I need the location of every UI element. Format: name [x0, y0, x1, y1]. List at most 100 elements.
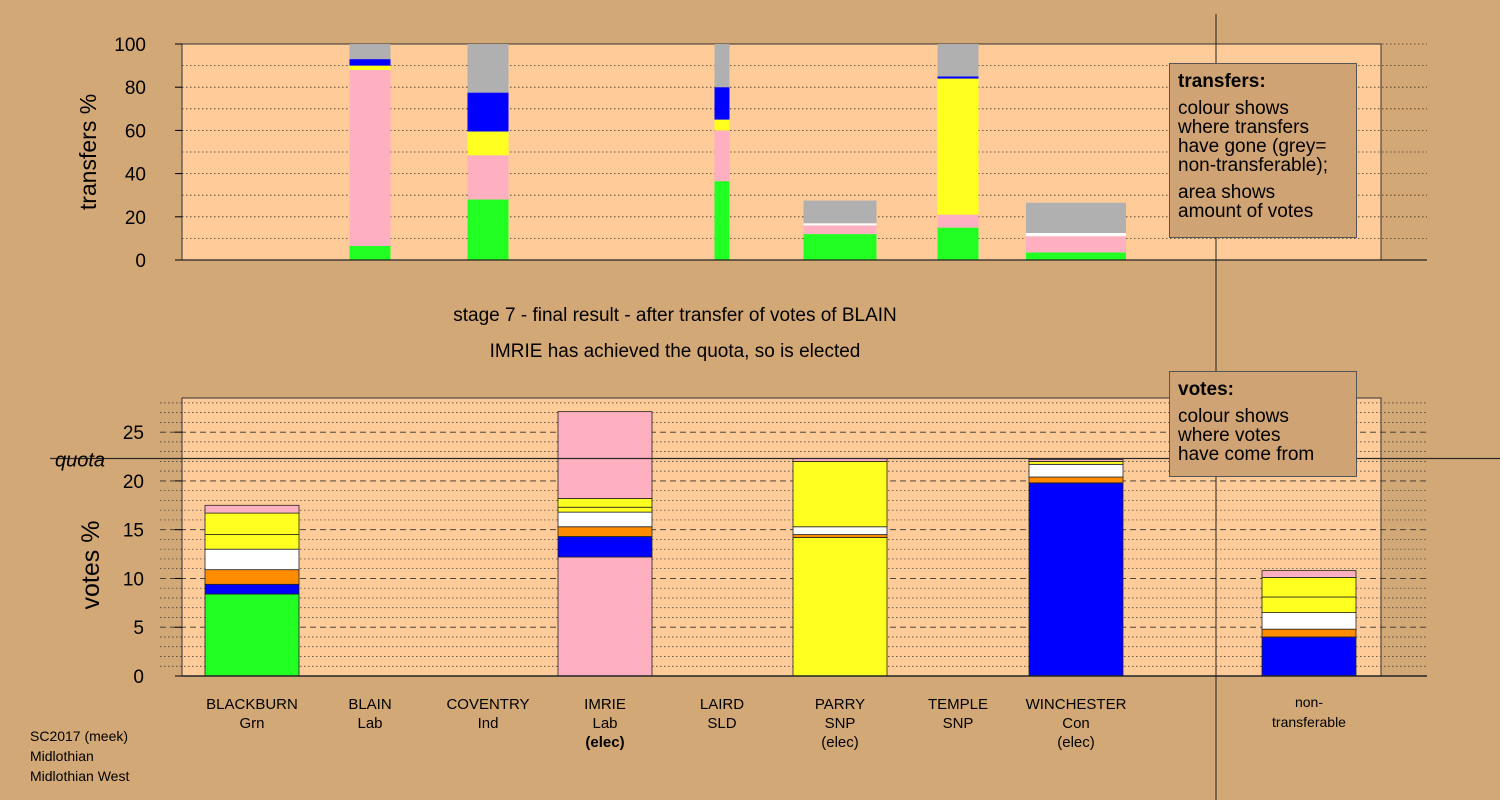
transfers-legend-line: colour shows [1178, 98, 1289, 119]
candidate-name-label: PARRY [815, 696, 865, 713]
transfer-bar-segment [803, 223, 877, 226]
transfer-bar-segment [349, 65, 391, 70]
votes-y-tick-label: 25 [123, 423, 144, 444]
transfer-bar-segment [937, 78, 979, 215]
candidate-name-label: LAIRD [700, 696, 744, 713]
transfers-legend-line: where transfers [1178, 117, 1309, 138]
votes-legend: votes: colour shows where votes have com… [1169, 371, 1357, 477]
vote-bar-segment [792, 526, 888, 535]
transfer-bar-segment [349, 245, 391, 260]
vote-bar-segment [792, 534, 888, 538]
transfer-bar-segment [937, 44, 979, 77]
transfers-legend-line: non-transferable); [1178, 155, 1328, 176]
transfer-bar-segment [1026, 252, 1126, 260]
candidate-name-label: BLACKBURN [206, 696, 298, 713]
transfer-bar-segment [1026, 236, 1126, 253]
transfers-y-axis-label: transfers % [75, 94, 101, 210]
vote-bar-segment [557, 526, 653, 537]
candidate-party-label: SLD [707, 715, 736, 732]
vote-bar-segment [204, 593, 300, 677]
transfer-bar-segment [937, 214, 979, 228]
vote-bar-segment [1261, 636, 1357, 677]
votes-y-tick-label: 20 [123, 472, 144, 493]
vote-bar-segment [1261, 577, 1357, 598]
candidate-party-label: Grn [239, 715, 264, 732]
result-caption: IMRIE has achieved the quota, so is elec… [489, 341, 861, 362]
candidate-name-label: WINCHESTER [1026, 696, 1127, 713]
transfer-bar-segment [714, 181, 730, 260]
transfer-bar-segment [937, 76, 979, 79]
vote-bar-segment [1261, 570, 1357, 578]
transfers-legend-line: amount of votes [1178, 201, 1314, 222]
vote-bar-segment [1028, 459, 1124, 462]
transfer-bar-segment [714, 130, 730, 182]
vote-bar-segment [557, 536, 653, 558]
votes-legend-title: votes: [1178, 379, 1234, 400]
vote-bar-segment [204, 569, 300, 585]
votes-legend-line: colour shows [1178, 406, 1289, 427]
candidate-status-label: (elec) [585, 734, 624, 751]
vote-bar-segment [557, 511, 653, 528]
votes-y-tick-label: 10 [123, 569, 144, 590]
transfer-bar-segment [349, 69, 391, 246]
transfers-y-tick-label: 100 [114, 35, 146, 56]
vote-bar-segment [204, 504, 300, 514]
transfers-y-tick-label: 60 [125, 121, 146, 142]
transfers-y-tick-label: 40 [125, 165, 146, 186]
quota-label: quota [55, 449, 105, 471]
candidate-party-label: SNP [943, 715, 974, 732]
transfer-bar-segment [714, 119, 730, 131]
transfer-bar-segment [1026, 233, 1126, 237]
candidate-party-label: SNP [825, 715, 856, 732]
vote-bar-segment [557, 556, 653, 677]
vote-bar-segment [204, 512, 300, 535]
transfers-legend-line: area shows [1178, 182, 1276, 203]
vote-bar-segment [1028, 461, 1124, 465]
votes-legend-line: have come from [1178, 444, 1315, 465]
nontransferable-label: non- [1295, 694, 1323, 710]
transfer-bar-segment [714, 87, 730, 120]
vote-bar-segment [557, 506, 653, 513]
transfer-bar-segment [349, 44, 391, 60]
candidate-party-label: Ind [478, 715, 499, 732]
transfer-bar-segment [467, 92, 509, 132]
vote-bar-segment [792, 461, 888, 528]
vote-bar-segment [1261, 596, 1357, 613]
transfer-bar-segment [467, 199, 509, 260]
candidate-party-label: Lab [592, 715, 617, 732]
vote-bar-segment [1261, 612, 1357, 630]
votes-y-axis-label: votes % [77, 521, 105, 610]
vote-bar-segment [204, 583, 300, 595]
vote-bar-segment [792, 537, 888, 677]
vote-bar-segment [1028, 482, 1124, 677]
nontransferable-label: transferable [1272, 714, 1346, 730]
transfer-bar-segment [937, 227, 979, 260]
stage-caption: stage 7 - final result - after transfer … [453, 305, 897, 326]
vote-bar-segment [1261, 628, 1357, 638]
candidate-status-label: (elec) [821, 734, 859, 751]
footer-election: SC2017 (meek) [30, 728, 129, 744]
transfer-bar-segment [803, 200, 877, 224]
transfer-bar-segment [467, 155, 509, 200]
transfer-bar-segment [803, 225, 877, 235]
vote-bar-segment [1028, 476, 1124, 484]
votes-legend-line: where votes [1178, 425, 1281, 446]
transfers-y-tick-label: 80 [125, 78, 146, 99]
transfers-legend-line: have gone (grey= [1178, 136, 1327, 157]
transfer-bar-segment [714, 44, 730, 88]
vote-bar-segment [557, 411, 653, 499]
candidate-name-label: TEMPLE [928, 696, 988, 713]
vote-bar-segment [1028, 463, 1124, 478]
candidate-party-label: Lab [357, 715, 382, 732]
transfers-legend: transfers: colour shows where transfers … [1169, 63, 1357, 238]
candidate-name-label: IMRIE [584, 696, 626, 713]
transfer-bar-segment [1026, 202, 1126, 233]
candidate-name-label: BLAIN [348, 696, 391, 713]
transfers-y-tick-label: 20 [125, 208, 146, 229]
candidate-status-label: (elec) [1057, 734, 1095, 751]
votes-y-tick-label: 0 [133, 667, 144, 688]
transfer-bar-segment [349, 59, 391, 66]
candidate-party-label: Con [1062, 715, 1090, 732]
votes-y-tick-label: 15 [123, 521, 144, 542]
transfer-bar-segment [467, 131, 509, 156]
